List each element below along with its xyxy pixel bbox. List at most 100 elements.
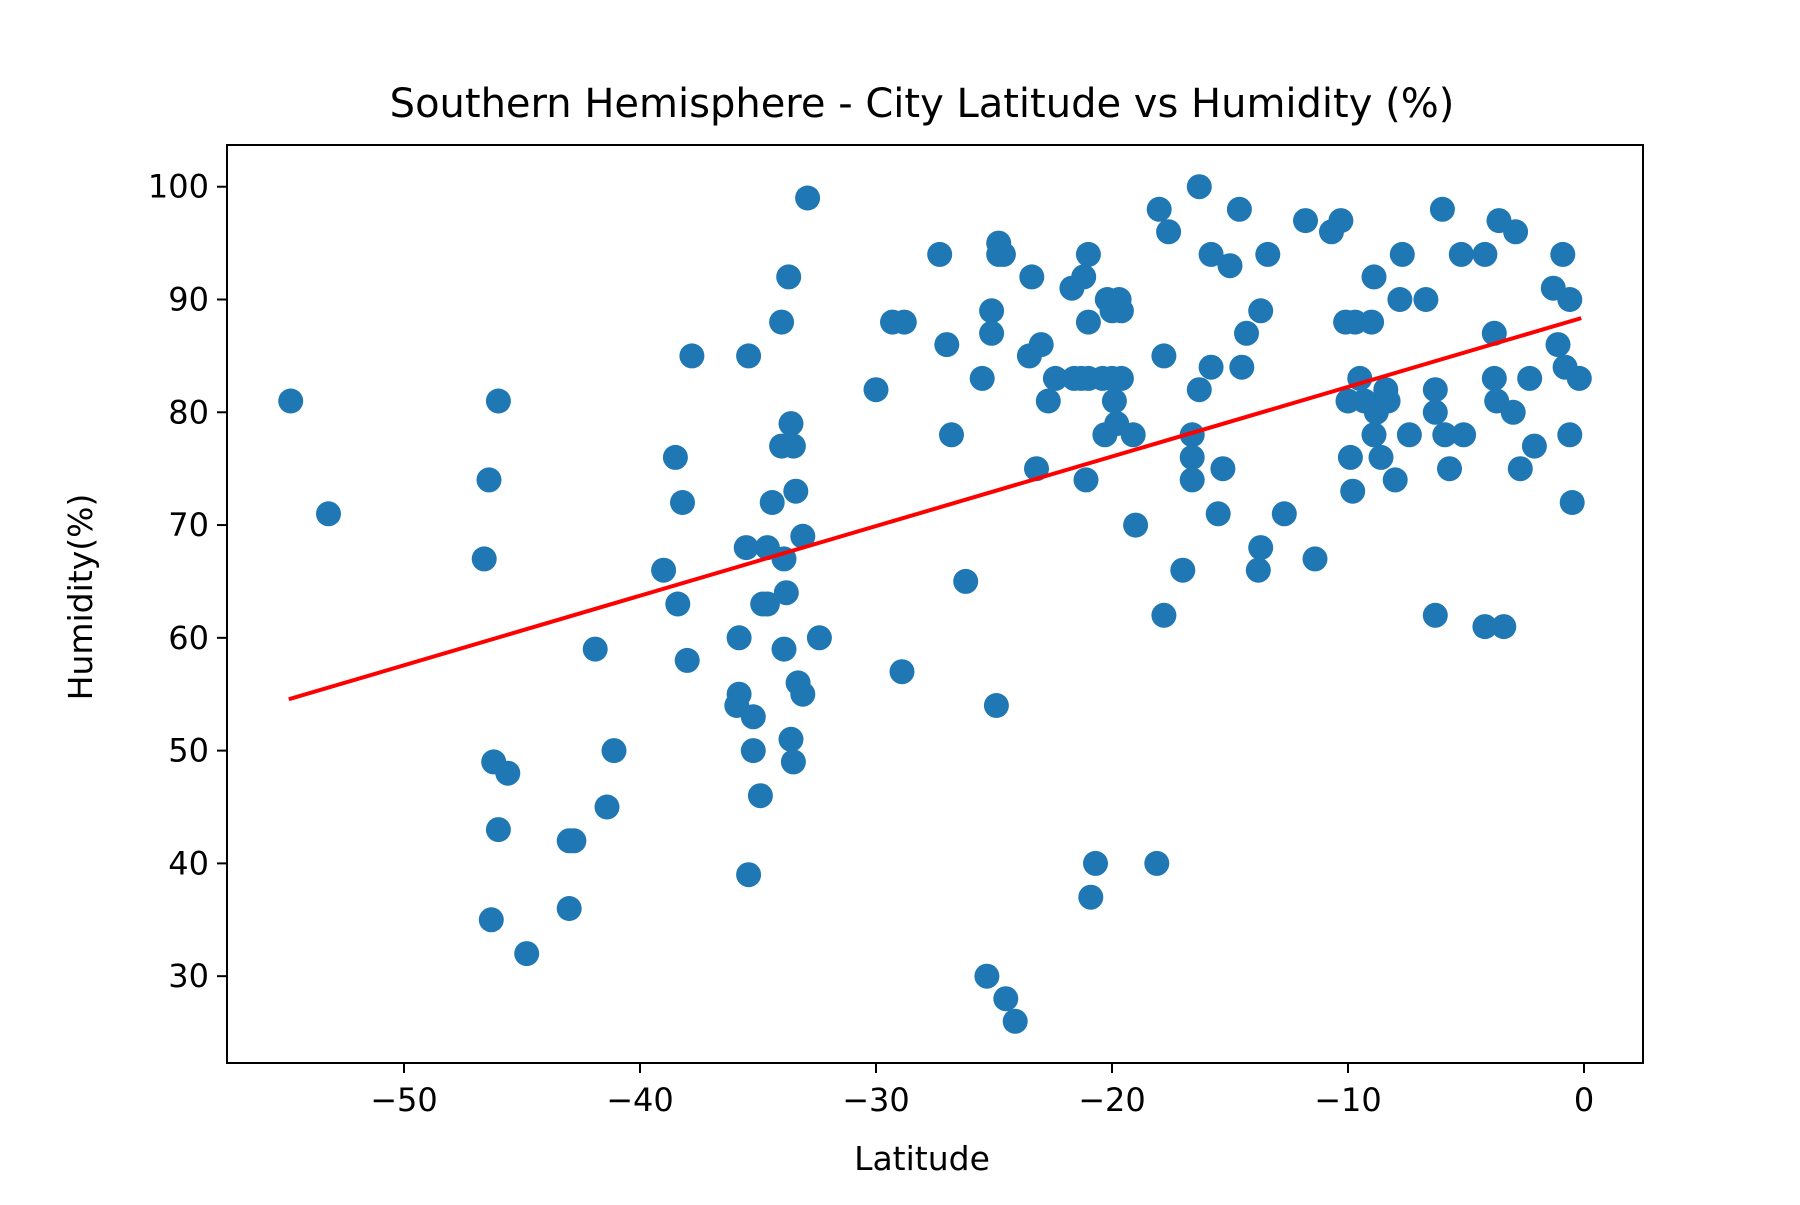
data-point: [1186, 377, 1212, 403]
data-point: [1448, 241, 1474, 267]
data-points: [278, 174, 1592, 1034]
data-point: [1500, 399, 1526, 425]
data-point: [471, 546, 497, 572]
data-point: [679, 343, 705, 369]
data-point: [778, 726, 804, 752]
data-point: [1123, 512, 1149, 538]
data-point: [1396, 422, 1422, 448]
data-point: [1451, 422, 1477, 448]
data-point: [1071, 264, 1097, 290]
data-point: [1472, 241, 1498, 267]
data-point: [1359, 309, 1385, 335]
data-point: [662, 444, 688, 470]
data-point: [733, 535, 759, 561]
data-point: [278, 388, 304, 414]
data-point: [990, 241, 1016, 267]
data-point: [1255, 241, 1281, 267]
data-point: [485, 388, 511, 414]
data-point: [1035, 388, 1061, 414]
y-tick-label: 80: [168, 393, 209, 431]
data-point: [863, 377, 889, 403]
data-point: [1389, 241, 1415, 267]
data-point: [740, 704, 766, 730]
data-point: [934, 332, 960, 358]
data-point: [979, 298, 1005, 324]
data-point: [1503, 219, 1529, 245]
data-point: [1472, 614, 1498, 640]
data-point: [806, 625, 832, 651]
data-point: [476, 467, 502, 493]
x-tick-label: −50: [370, 1081, 438, 1119]
data-point: [1101, 388, 1127, 414]
data-point: [1437, 456, 1462, 482]
y-tick-label: 70: [168, 506, 209, 544]
data-point: [1144, 850, 1170, 876]
data-point: [1432, 422, 1458, 448]
data-point: [1293, 208, 1318, 234]
data-point: [1328, 208, 1354, 234]
data-point: [1382, 467, 1408, 493]
data-point: [1375, 388, 1401, 414]
data-point: [1422, 399, 1448, 425]
data-point: [1002, 1008, 1028, 1034]
data-point: [485, 817, 511, 843]
data-point: [783, 478, 809, 504]
data-point: [1229, 354, 1255, 380]
chart-title: Southern Hemisphere - City Latitude vs H…: [390, 81, 1455, 127]
data-point: [726, 625, 752, 651]
data-point: [1075, 241, 1101, 267]
data-point: [776, 264, 802, 290]
data-point: [478, 907, 504, 933]
data-point: [1361, 422, 1387, 448]
data-point: [790, 681, 816, 707]
x-tick-label: −10: [1314, 1081, 1382, 1119]
x-axis-title: Latitude: [854, 1139, 990, 1178]
y-axis-title: Humidity(%): [61, 494, 100, 701]
data-point: [1170, 557, 1196, 583]
data-point: [1205, 501, 1231, 527]
data-point: [1368, 444, 1394, 470]
data-point: [1337, 444, 1363, 470]
data-point: [1108, 365, 1134, 391]
data-point: [1422, 602, 1448, 628]
data-point: [773, 580, 799, 606]
data-point: [939, 422, 964, 448]
data-point: [1245, 557, 1271, 583]
data-point: [1179, 444, 1205, 470]
data-point: [1566, 365, 1592, 391]
data-point: [969, 365, 995, 391]
data-point: [495, 760, 521, 786]
data-point: [1198, 241, 1224, 267]
data-point: [927, 241, 953, 267]
data-point: [747, 783, 773, 809]
data-point: [740, 738, 766, 764]
data-point: [891, 309, 917, 335]
data-point: [736, 343, 762, 369]
data-point: [1557, 422, 1583, 448]
data-point: [778, 411, 804, 437]
data-point: [1271, 501, 1297, 527]
data-point: [1517, 365, 1543, 391]
data-point: [780, 433, 806, 459]
data-point: [983, 693, 1009, 718]
data-point: [1151, 602, 1177, 628]
data-point: [665, 591, 691, 617]
data-point: [1226, 196, 1252, 222]
regression-line: [288, 316, 1582, 702]
data-point: [889, 659, 915, 685]
data-point: [1198, 354, 1224, 380]
data-point: [1156, 219, 1182, 245]
x-tick-label: −20: [1078, 1081, 1146, 1119]
data-point: [582, 636, 608, 662]
data-point: [674, 647, 700, 673]
data-point: [1413, 287, 1439, 312]
data-point: [1075, 309, 1101, 335]
data-point: [1557, 287, 1583, 312]
data-point: [1028, 332, 1054, 358]
data-point: [1302, 546, 1328, 572]
data-point: [514, 941, 540, 967]
data-point: [1481, 320, 1507, 346]
data-point: [1078, 884, 1104, 910]
plot-frame: [226, 144, 1644, 1064]
